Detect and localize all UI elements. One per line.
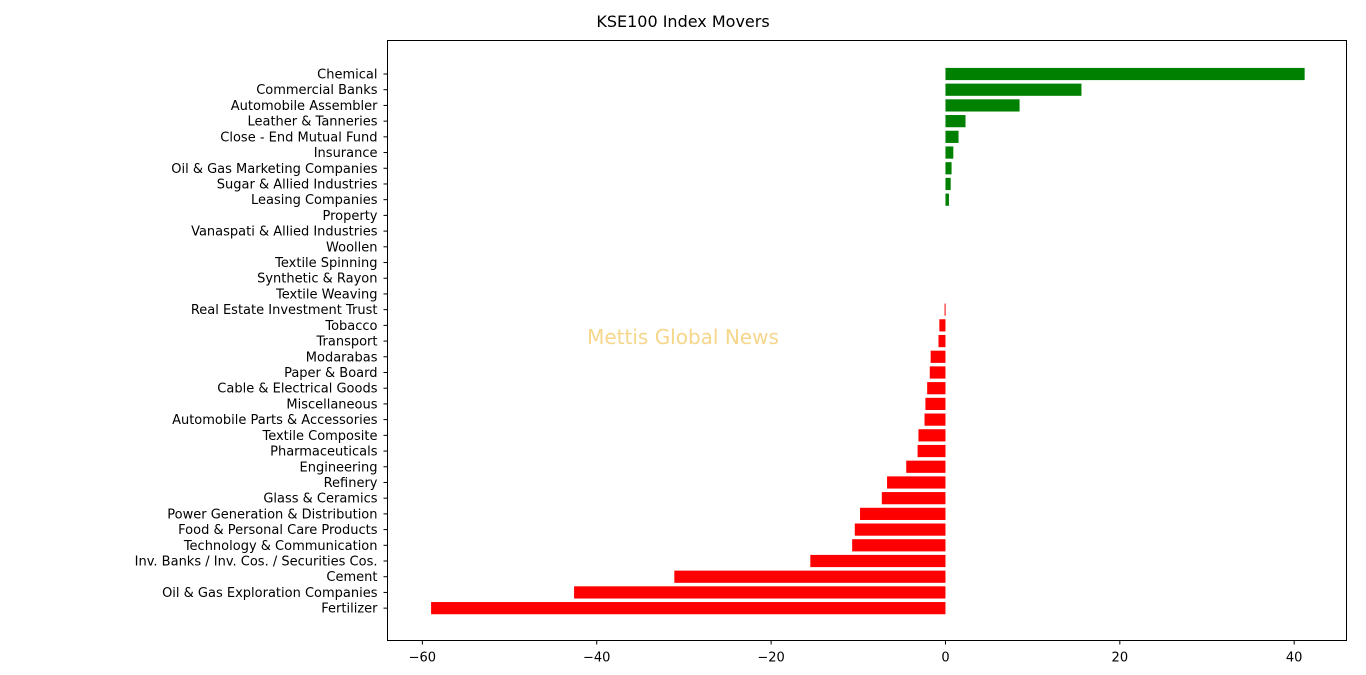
- bar-technology-communication: [852, 539, 946, 552]
- bar-cable-electrical-goods: [927, 382, 946, 395]
- bar-oil-gas-marketing-companies: [945, 162, 952, 175]
- bar-real-estate-investment-trust: [944, 303, 946, 316]
- y-tick-label: Power Generation & Distribution: [167, 507, 377, 522]
- y-tick-label: Woollen: [326, 240, 377, 255]
- y-tick-label: Property: [322, 209, 377, 224]
- bar-glass-ceramics: [881, 492, 946, 505]
- bar-cement: [674, 570, 946, 583]
- y-tick-label: Vanaspati & Allied Industries: [191, 225, 378, 240]
- bar-chemical: [945, 67, 1305, 81]
- y-tick-label: Cable & Electrical Goods: [217, 382, 377, 397]
- y-tick-label: Miscellaneous: [286, 397, 377, 412]
- bar-close-end-mutual-fund: [945, 130, 959, 143]
- bar-fertilizer: [431, 602, 946, 615]
- bar-textile-composite: [918, 429, 946, 442]
- y-tick-label: Close - End Mutual Fund: [220, 130, 377, 145]
- y-tick-label: Refinery: [324, 476, 378, 491]
- bar-refinery: [887, 476, 946, 489]
- bar-transport: [938, 334, 946, 348]
- y-tick-label: Oil & Gas Marketing Companies: [171, 162, 377, 177]
- y-tick-label: Real Estate Investment Trust: [191, 303, 378, 318]
- y-tick-label: Textile Composite: [261, 429, 377, 444]
- y-tick-label: Chemical: [317, 68, 377, 83]
- y-tick-label: Synthetic & Rayon: [257, 272, 377, 287]
- y-tick-label: Paper & Board: [284, 366, 377, 381]
- bar-insurance: [945, 146, 954, 159]
- y-tick-label: Glass & Ceramics: [263, 492, 377, 507]
- y-tick-label: Transport: [315, 335, 377, 350]
- x-tick-label: −20: [757, 651, 784, 666]
- y-tick-label: Textile Weaving: [275, 287, 378, 302]
- bar-commercial-banks: [945, 83, 1082, 96]
- y-tick-label: Engineering: [300, 460, 378, 475]
- bar-inv-banks-inv-cos-securities-cos: [810, 554, 946, 568]
- chart-title: KSE100 Index Movers: [596, 12, 769, 31]
- bar-power-generation-distribution: [860, 507, 946, 520]
- y-tick-label: Food & Personal Care Products: [178, 523, 378, 538]
- bar-automobile-parts-accessories: [924, 413, 946, 426]
- x-tick-label: 0: [941, 651, 949, 666]
- bar-leasing-companies: [945, 193, 949, 206]
- bar-paper-board: [929, 366, 946, 379]
- x-tick-label: −60: [409, 651, 436, 666]
- bars-layer: [431, 67, 1305, 615]
- y-tick-label: Cement: [326, 570, 377, 585]
- y-tick-label: Tobacco: [324, 319, 377, 334]
- bar-leather-tanneries: [945, 115, 966, 128]
- y-tick-label: Leasing Companies: [251, 193, 378, 208]
- y-tick-label: Automobile Parts & Accessories: [172, 413, 378, 428]
- bar-pharmaceuticals: [917, 444, 946, 458]
- y-tick-label: Textile Spinning: [274, 256, 377, 271]
- x-tick-label: 40: [1286, 651, 1303, 666]
- y-tick-label: Modarabas: [306, 350, 378, 365]
- y-tick-label: Inv. Banks / Inv. Cos. / Securities Cos.: [135, 555, 378, 570]
- y-tick-label: Pharmaceuticals: [270, 445, 378, 460]
- bar-sugar-allied-industries: [945, 177, 951, 191]
- y-tick-label: Fertilizer: [321, 602, 378, 617]
- bar-modarabas: [930, 350, 946, 363]
- bar-engineering: [906, 460, 946, 473]
- y-tick-label: Commercial Banks: [256, 83, 378, 98]
- bar-automobile-assembler: [945, 99, 1020, 112]
- x-tick-label: 20: [1112, 651, 1129, 666]
- bar-miscellaneous: [925, 397, 946, 411]
- y-tick-label: Automobile Assembler: [231, 99, 378, 114]
- y-tick-label: Sugar & Allied Industries: [217, 177, 378, 192]
- y-tick-label: Oil & Gas Exploration Companies: [162, 586, 378, 601]
- y-tick-label: Leather & Tanneries: [247, 115, 377, 130]
- x-axis: −60 −40 −20 0 20 40: [409, 640, 1303, 666]
- plot-frame: [387, 40, 1347, 641]
- x-tick-label: −40: [583, 651, 610, 666]
- y-tick-label: Technology & Communication: [183, 539, 378, 554]
- bar-food-personal-care-products: [854, 523, 946, 536]
- bar-tobacco: [939, 319, 946, 332]
- y-tick-label: Insurance: [314, 146, 378, 161]
- bar-oil-gas-exploration-companies: [574, 586, 946, 599]
- watermark-text: Mettis Global News: [587, 325, 779, 349]
